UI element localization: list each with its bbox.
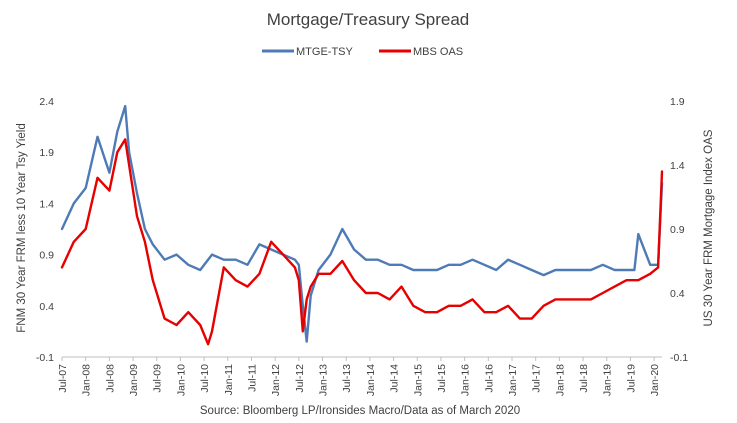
x-tick-label: Jan-15 [412,364,424,396]
y-right-tick-label: 1.4 [670,160,685,172]
x-tick-label: Jan-10 [175,364,187,396]
y-right-tick-label: 0.4 [670,288,685,300]
x-tick-label: Jul-18 [578,364,590,393]
x-tick-label: Jul-13 [341,364,353,393]
x-tick-label: Jul-16 [483,364,495,393]
y-left-tick-label: -0.1 [36,352,54,364]
y-left-tick-label: 2.4 [39,96,54,108]
y-left-axis-title: FNM 30 Year FRM less 10 Year Tsy Yield [16,123,28,332]
y-right-tick-label: 0.9 [670,224,685,236]
x-tick-label: Jan-12 [270,364,282,396]
y-right-tick-labels: 1.9 1.4 0.9 0.4 -0.1 [670,96,688,364]
x-tick-label: Jan-16 [460,364,472,396]
x-tick-label: Jul-10 [199,364,211,393]
x-tick-label: Jul-19 [625,364,637,393]
y-right-tick-label: -0.1 [670,352,688,364]
x-tick-label: Jul-14 [389,364,401,393]
x-tick-label: Jul-08 [104,364,116,393]
legend-label-mtge-tsy: MTGE-TSY [296,46,353,58]
y-left-tick-label: 0.9 [39,250,54,262]
series-layer [60,104,664,346]
x-tick-label: Jan-11 [223,364,235,395]
source-note: Source: Bloomberg LP/Ironsides Macro/Dat… [200,405,520,417]
x-tick-label: Jan-20 [649,364,661,396]
x-tick-label: Jan-18 [554,364,566,396]
x-tick-label: Jan-17 [507,364,519,396]
chart-title: Mortgage/Treasury Spread [267,10,470,29]
x-tick-label: Jan-08 [81,364,93,396]
x-tick-label: Jan-09 [128,364,140,396]
x-tick-label: Jul-12 [294,364,306,393]
legend-label-mbs-oas: MBS OAS [413,46,463,58]
y-left-tick-label: 1.4 [39,198,54,210]
x-tick-label: Jul-07 [57,364,69,393]
x-tick-label: Jul-09 [152,364,164,393]
x-tick-label: Jan-13 [318,364,330,396]
y-right-axis-title: US 30 Year FRM Mortgage Index OAS [703,129,715,326]
x-tick-label: Jul-15 [436,364,448,393]
legend: MTGE-TSY MBS OAS [262,46,463,58]
x-tick-label: Jan-14 [365,364,377,396]
x-tick-label: Jul-11 [246,364,258,392]
y-right-tick-label: 1.9 [670,96,685,108]
x-tick-label: Jan-19 [602,364,614,396]
y-left-tick-label: 1.9 [39,147,54,159]
x-tick-labels: Jul-07 Jan-08 Jul-08 Jan-09 Jul-09 Jan-10 Jul-… [57,357,661,396]
y-left-tick-label: 0.4 [39,301,54,313]
series-line-mbs-oas [60,138,664,346]
y-left-tick-labels: 2.4 1.9 1.4 0.9 0.4 -0.1 [36,96,54,364]
x-tick-label: Jul-17 [531,364,543,393]
series-line-mtge-tsy [60,104,664,343]
